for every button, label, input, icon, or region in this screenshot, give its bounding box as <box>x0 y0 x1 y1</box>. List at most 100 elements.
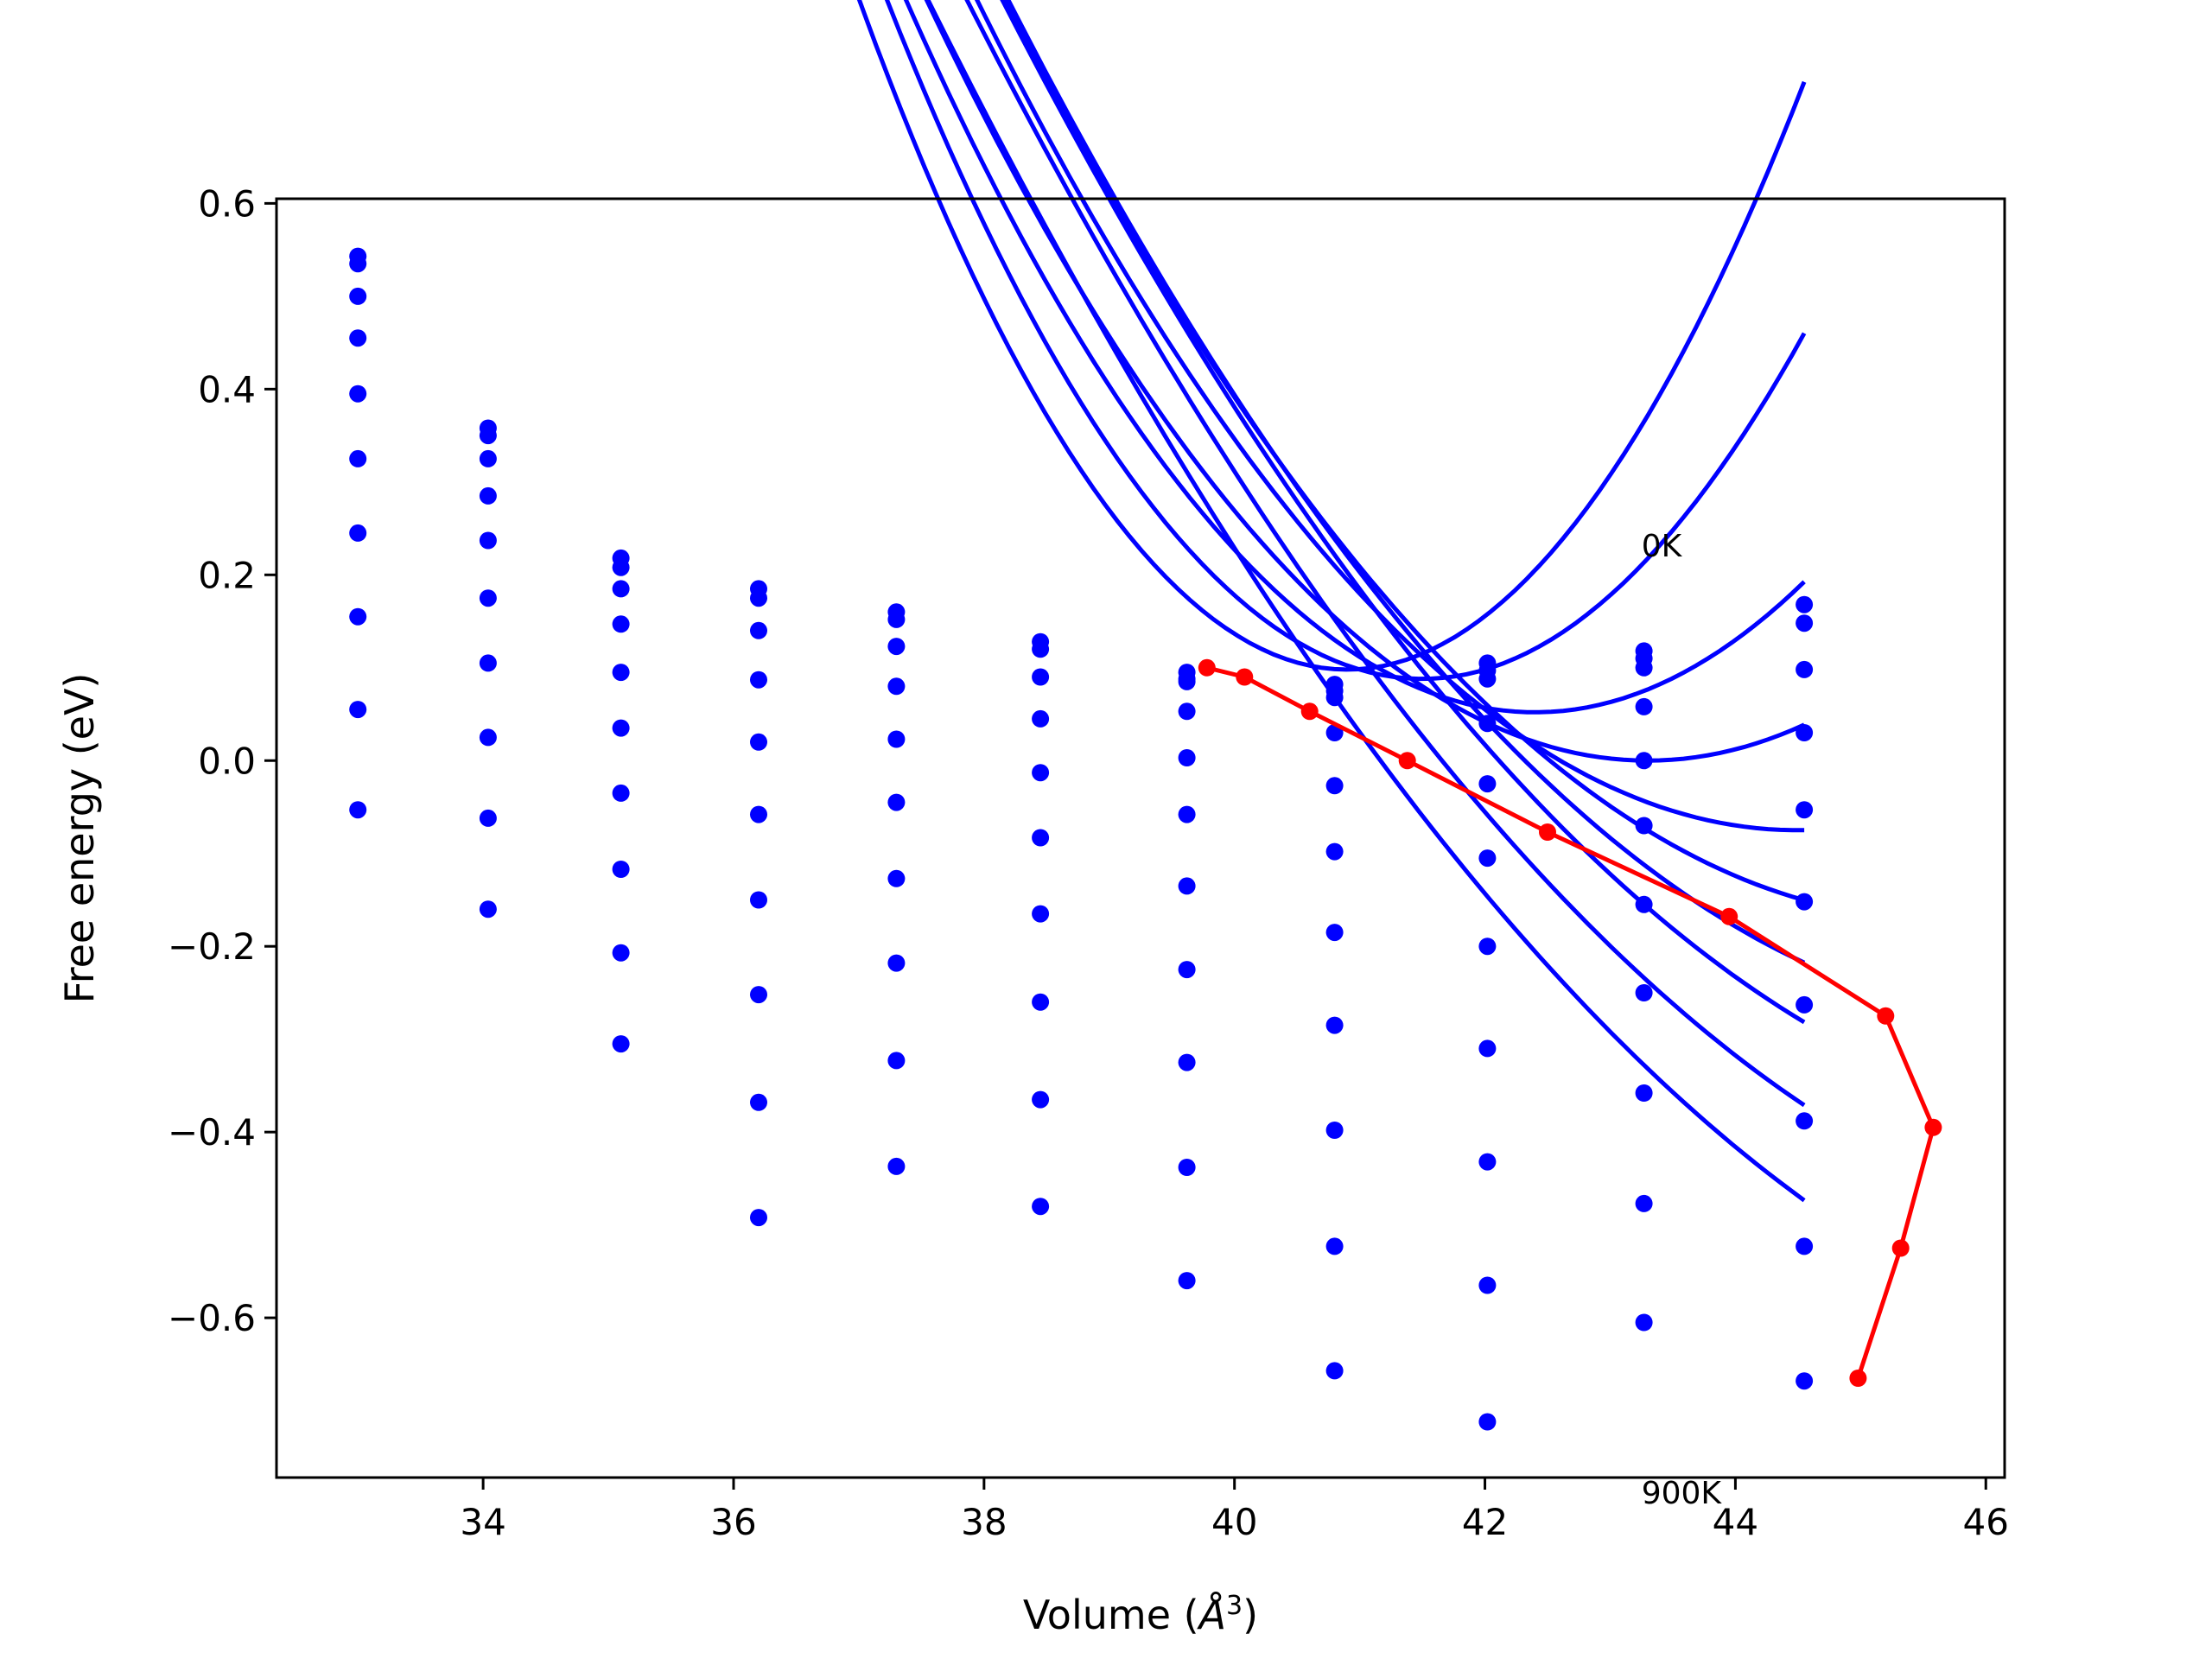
data-point <box>1635 895 1653 913</box>
data-point <box>1325 1237 1344 1255</box>
data-point <box>1796 660 1814 678</box>
data-point <box>1478 670 1497 688</box>
data-point <box>1478 1153 1497 1171</box>
data-point <box>1325 1122 1344 1139</box>
data-point <box>612 944 630 962</box>
y-tick-label: 0.4 <box>198 368 256 410</box>
data-point <box>1635 1084 1653 1102</box>
x-tick-label: 36 <box>710 1501 756 1543</box>
data-point <box>479 427 497 445</box>
data-point <box>479 589 497 607</box>
y-tick-label: −0.2 <box>168 925 256 968</box>
data-point <box>1325 777 1344 795</box>
data-point <box>1796 893 1814 911</box>
data-point <box>1032 829 1050 847</box>
data-point <box>1178 961 1196 979</box>
minima-point <box>1300 702 1319 721</box>
data-point <box>1178 672 1196 690</box>
data-point <box>612 719 630 737</box>
minima-line <box>1206 665 1936 1379</box>
minima-point <box>1849 1370 1867 1387</box>
data-point <box>750 733 767 751</box>
data-point <box>479 728 497 747</box>
fit-curve-8 <box>964 0 1806 1108</box>
data-point <box>1796 614 1814 632</box>
data-point <box>1032 640 1050 658</box>
data-point <box>1796 1372 1814 1390</box>
minima-point <box>1924 1118 1942 1136</box>
data-point <box>887 638 906 656</box>
data-point <box>1032 905 1050 923</box>
y-axis-label: Free energy (eV) <box>56 673 103 1004</box>
data-point <box>750 621 767 639</box>
data-point <box>1796 995 1814 1014</box>
data-point <box>1478 938 1497 956</box>
data-point <box>887 869 906 887</box>
data-point <box>750 986 767 1004</box>
data-point <box>1635 1313 1653 1332</box>
data-point <box>750 1209 767 1227</box>
minima-point <box>1198 658 1216 677</box>
data-point <box>1478 1039 1497 1058</box>
minima-point <box>1891 1239 1910 1257</box>
minima-point <box>1877 1007 1895 1025</box>
data-point <box>887 677 906 696</box>
data-point <box>1325 1362 1344 1380</box>
data-point <box>479 531 497 550</box>
data-point <box>1032 993 1050 1011</box>
data-point <box>1325 842 1344 861</box>
data-point <box>887 1157 906 1175</box>
data-point <box>1178 702 1196 721</box>
data-point <box>612 1035 630 1053</box>
data-point <box>1178 1053 1196 1071</box>
x-axis-label: Volume (Å3) <box>1023 1591 1258 1639</box>
annotation-0: 0K <box>1642 529 1683 564</box>
data-point <box>1635 817 1653 835</box>
data-point <box>1178 1159 1196 1176</box>
data-point <box>612 580 630 598</box>
data-point <box>349 524 367 542</box>
data-point <box>349 287 367 305</box>
fit-curve-2 <box>903 0 1806 715</box>
data-point <box>887 1052 906 1070</box>
data-point <box>1032 1090 1050 1109</box>
data-point <box>1796 595 1814 613</box>
data-point <box>479 449 497 467</box>
x-tick-label: 46 <box>1963 1501 2009 1543</box>
minima-point <box>1236 668 1254 686</box>
data-point <box>479 654 497 672</box>
data-point <box>1325 689 1344 707</box>
data-point <box>1635 697 1653 715</box>
fit-curve-1 <box>884 0 1807 682</box>
data-point <box>1032 764 1050 782</box>
data-point <box>479 900 497 918</box>
data-point <box>887 610 906 628</box>
data-point <box>1478 775 1497 793</box>
x-tick-label: 34 <box>460 1501 505 1543</box>
data-point <box>612 558 630 576</box>
x-tick-label: 44 <box>1713 1501 1758 1543</box>
data-point <box>1325 924 1344 942</box>
data-point <box>1478 715 1497 733</box>
data-point <box>750 589 767 607</box>
annotations: 0K 900K <box>1642 529 1723 1511</box>
fit-curve-9 <box>925 0 1806 1203</box>
minima-point <box>1398 752 1416 770</box>
data-point <box>479 486 497 505</box>
data-points <box>349 247 1814 1431</box>
data-point <box>1635 984 1653 1001</box>
data-point <box>612 784 630 802</box>
x-axis: 34 36 38 40 42 44 46 <box>460 1478 2009 1543</box>
data-point <box>1478 1413 1497 1431</box>
y-tick-label: −0.6 <box>168 1297 256 1339</box>
data-point <box>750 891 767 909</box>
data-point <box>349 801 367 819</box>
data-point <box>1478 849 1497 868</box>
data-point <box>349 255 367 273</box>
data-point <box>887 793 906 811</box>
data-point <box>1635 752 1653 770</box>
plot-frame <box>275 197 2006 1479</box>
data-point <box>1178 749 1196 766</box>
annotation-1: 900K <box>1642 1476 1723 1511</box>
